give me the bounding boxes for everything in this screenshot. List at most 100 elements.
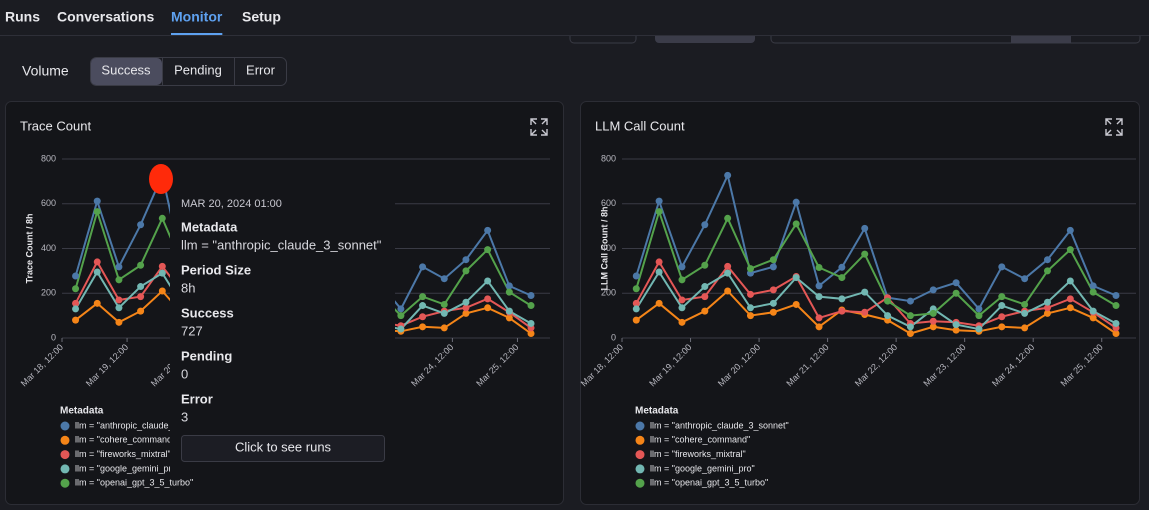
data-point[interactable] bbox=[952, 326, 960, 334]
data-point[interactable] bbox=[998, 313, 1006, 321]
data-point[interactable] bbox=[724, 214, 732, 222]
data-point[interactable] bbox=[975, 312, 983, 320]
data-point[interactable] bbox=[505, 307, 513, 315]
data-point[interactable] bbox=[1112, 319, 1120, 327]
data-point[interactable] bbox=[1066, 226, 1074, 234]
data-point[interactable] bbox=[1021, 309, 1029, 317]
data-point[interactable] bbox=[1021, 275, 1029, 283]
data-point[interactable] bbox=[929, 309, 937, 317]
data-point[interactable] bbox=[93, 299, 101, 307]
data-point[interactable] bbox=[397, 325, 405, 333]
data-point[interactable] bbox=[906, 330, 914, 338]
data-point[interactable] bbox=[906, 323, 914, 331]
data-point[interactable] bbox=[632, 272, 640, 280]
data-point[interactable] bbox=[137, 221, 145, 229]
data-point[interactable] bbox=[440, 300, 448, 308]
data-point[interactable] bbox=[72, 272, 80, 280]
data-point[interactable] bbox=[861, 224, 869, 232]
data-point[interactable] bbox=[1112, 291, 1120, 299]
data-point[interactable] bbox=[1066, 277, 1074, 285]
nav-tab[interactable]: Conversations bbox=[57, 9, 154, 25]
data-point[interactable] bbox=[93, 268, 101, 276]
data-point[interactable] bbox=[861, 308, 869, 316]
data-point[interactable] bbox=[115, 318, 123, 326]
data-point[interactable] bbox=[815, 323, 823, 331]
data-point[interactable] bbox=[632, 305, 640, 313]
data-point[interactable] bbox=[137, 283, 145, 291]
button[interactable] bbox=[181, 435, 385, 462]
data-point[interactable] bbox=[769, 256, 777, 264]
data-point[interactable] bbox=[952, 289, 960, 297]
data-point[interactable] bbox=[815, 314, 823, 322]
data-point[interactable] bbox=[484, 246, 492, 254]
data-point[interactable] bbox=[884, 312, 892, 320]
data-point[interactable] bbox=[838, 263, 846, 271]
data-point[interactable] bbox=[929, 286, 937, 294]
data-point[interactable] bbox=[747, 304, 754, 312]
data-point[interactable] bbox=[158, 287, 166, 295]
data-point[interactable] bbox=[1112, 302, 1120, 310]
data-point[interactable] bbox=[115, 304, 123, 312]
data-point[interactable] bbox=[484, 277, 492, 285]
data-point[interactable] bbox=[72, 285, 80, 293]
data-point[interactable] bbox=[724, 287, 732, 295]
data-point[interactable] bbox=[838, 307, 846, 315]
data-point[interactable] bbox=[462, 309, 470, 317]
data-point[interactable] bbox=[419, 313, 427, 321]
data-point[interactable] bbox=[701, 307, 709, 315]
data-point[interactable] bbox=[792, 300, 800, 308]
data-point[interactable] bbox=[632, 299, 640, 307]
data-point[interactable] bbox=[1021, 300, 1029, 308]
data-point[interactable] bbox=[838, 295, 846, 303]
data-point[interactable] bbox=[93, 208, 101, 216]
button-label[interactable]: Click to see runs bbox=[235, 439, 332, 454]
data-point[interactable] bbox=[815, 293, 823, 301]
data-point[interactable] bbox=[975, 305, 983, 313]
data-point[interactable] bbox=[93, 197, 101, 205]
data-point[interactable] bbox=[678, 263, 686, 271]
data-point[interactable] bbox=[440, 309, 448, 317]
data-point[interactable] bbox=[769, 263, 777, 271]
data-point[interactable] bbox=[769, 286, 777, 294]
data-point[interactable] bbox=[724, 269, 732, 277]
data-point[interactable] bbox=[1043, 298, 1051, 306]
data-point[interactable] bbox=[484, 304, 492, 312]
data-point[interactable] bbox=[632, 316, 640, 324]
data-point[interactable] bbox=[792, 198, 800, 206]
data-point[interactable] bbox=[655, 299, 663, 307]
segment-option[interactable]: Success bbox=[101, 62, 151, 77]
data-point[interactable] bbox=[861, 250, 869, 258]
data-point[interactable] bbox=[929, 317, 937, 325]
data-point[interactable] bbox=[527, 291, 535, 299]
data-point[interactable] bbox=[678, 276, 686, 284]
data-point[interactable] bbox=[462, 298, 470, 306]
data-point[interactable] bbox=[701, 283, 709, 291]
data-point[interactable] bbox=[678, 296, 686, 304]
data-point[interactable] bbox=[701, 221, 709, 229]
data-point[interactable] bbox=[440, 324, 448, 332]
data-point[interactable] bbox=[952, 279, 960, 287]
nav-tab[interactable]: Runs bbox=[5, 9, 40, 25]
data-point[interactable] bbox=[462, 304, 470, 312]
data-point[interactable] bbox=[484, 295, 492, 303]
data-point[interactable] bbox=[505, 288, 513, 296]
data-point[interactable] bbox=[72, 316, 80, 324]
data-point[interactable] bbox=[998, 263, 1006, 271]
data-point[interactable] bbox=[1021, 324, 1029, 332]
data-point[interactable] bbox=[137, 307, 145, 315]
data-point[interactable] bbox=[115, 296, 123, 304]
data-point[interactable] bbox=[72, 305, 80, 313]
data-point[interactable] bbox=[632, 285, 640, 293]
data-point[interactable] bbox=[419, 323, 427, 331]
data-point[interactable] bbox=[952, 321, 960, 329]
data-point[interactable] bbox=[769, 308, 777, 316]
data-point[interactable] bbox=[1089, 282, 1097, 290]
data-point[interactable] bbox=[527, 302, 535, 310]
data-point[interactable] bbox=[655, 208, 663, 216]
expand-icon[interactable] bbox=[530, 118, 548, 136]
nav-tab[interactable]: Monitor bbox=[171, 9, 223, 25]
data-point[interactable] bbox=[1089, 288, 1097, 296]
nav-tab[interactable]: Setup bbox=[242, 9, 281, 25]
data-point[interactable] bbox=[419, 293, 427, 301]
data-point[interactable] bbox=[1043, 309, 1051, 317]
